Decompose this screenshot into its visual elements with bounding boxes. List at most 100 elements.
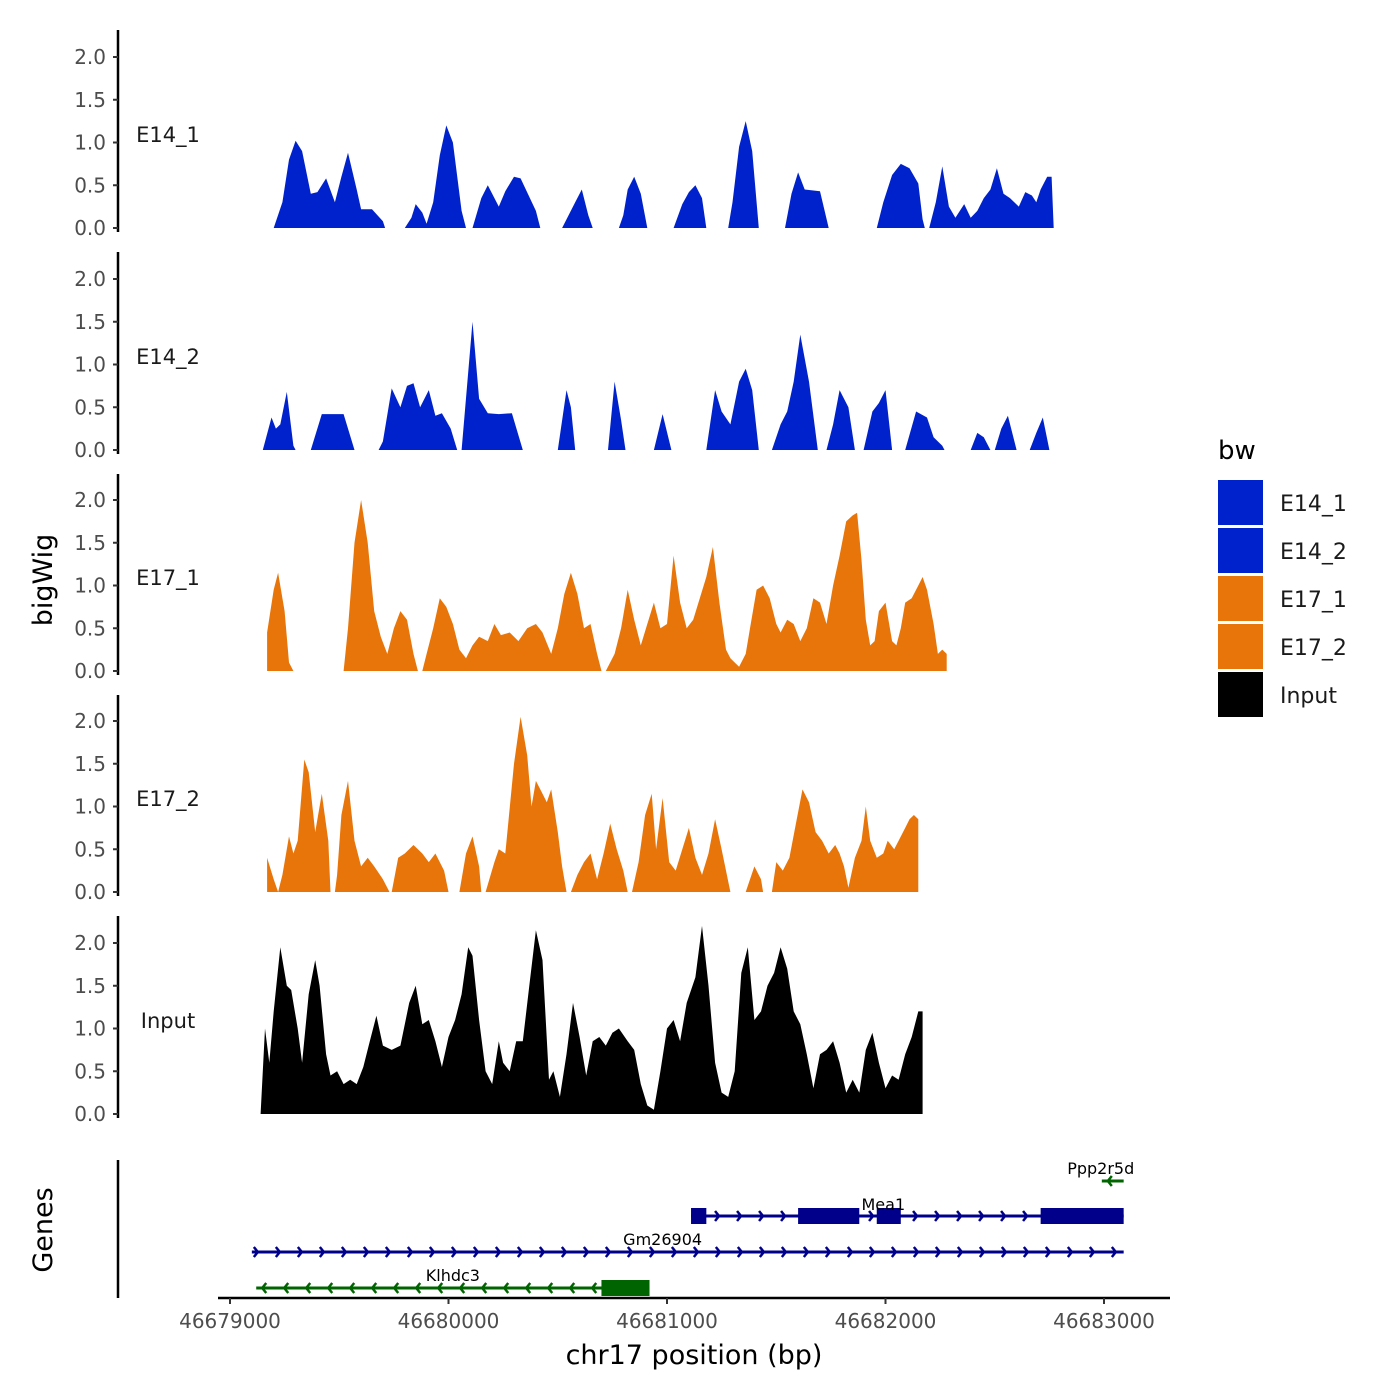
strand-arrow bbox=[956, 1246, 964, 1258]
strand-arrow bbox=[406, 1246, 414, 1258]
strand-arrow bbox=[736, 1246, 744, 1258]
track-Input: 0.0 0.5 1.0 1.5 2.0 Input bbox=[74, 916, 923, 1126]
strand-arrow bbox=[868, 1210, 875, 1222]
strand-arrow bbox=[384, 1246, 392, 1258]
strand-arrow bbox=[502, 1282, 510, 1294]
strand-arrow bbox=[714, 1246, 722, 1258]
exon bbox=[601, 1280, 650, 1296]
y-tick-label: 0.0 bbox=[74, 216, 106, 240]
strand-arrow bbox=[560, 1246, 568, 1258]
strand-arrow bbox=[802, 1246, 810, 1258]
strand-arrow bbox=[780, 1246, 788, 1258]
track-label: E14_2 bbox=[136, 345, 200, 370]
y-tick-label: 0.5 bbox=[74, 1059, 106, 1083]
exon bbox=[798, 1208, 860, 1224]
legend-title: bw bbox=[1218, 436, 1256, 466]
y-tick-label: 0.0 bbox=[74, 659, 106, 683]
strand-arrow bbox=[296, 1246, 304, 1258]
legend-label: E17_1 bbox=[1280, 588, 1347, 613]
strand-arrow bbox=[1088, 1246, 1096, 1258]
strand-arrow bbox=[282, 1282, 290, 1294]
strand-arrow bbox=[326, 1282, 334, 1294]
strand-arrow bbox=[934, 1246, 942, 1258]
coverage-area-E17_1 bbox=[267, 500, 947, 671]
strand-arrow bbox=[318, 1246, 326, 1258]
y-tick-label: 2.0 bbox=[74, 267, 106, 291]
y-tick-label: 2.0 bbox=[74, 488, 106, 512]
coverage-area-E17_2 bbox=[267, 716, 919, 892]
strand-arrow bbox=[714, 1210, 721, 1222]
strand-arrow bbox=[260, 1282, 268, 1294]
strand-arrow bbox=[538, 1246, 546, 1258]
strand-arrow bbox=[978, 1210, 985, 1222]
strand-arrow bbox=[890, 1246, 898, 1258]
strand-arrow bbox=[436, 1282, 444, 1294]
y-axis-title: bigWig bbox=[28, 534, 59, 627]
genes-axis-title: Genes bbox=[28, 1187, 59, 1272]
track-E17_2: 0.0 0.5 1.0 1.5 2.0 E17_2 bbox=[74, 695, 919, 904]
legend: bw E14_1 E14_2 E17_1 E17_2 Input bbox=[1218, 436, 1347, 717]
strand-arrow bbox=[868, 1246, 876, 1258]
coverage-area-Input bbox=[260, 925, 923, 1114]
legend-label: E17_2 bbox=[1280, 636, 1347, 661]
x-tick-label: 46682000 bbox=[835, 1309, 937, 1333]
y-tick-label: 1.5 bbox=[74, 310, 106, 334]
strand-arrow bbox=[824, 1246, 832, 1258]
strand-arrow bbox=[472, 1246, 480, 1258]
strand-arrow bbox=[758, 1246, 766, 1258]
y-tick-label: 0.0 bbox=[74, 1102, 106, 1126]
gene-Gm26904: Gm26904 bbox=[251, 1230, 1124, 1258]
strand-arrow bbox=[370, 1282, 378, 1294]
x-axis-title: chr17 position (bp) bbox=[566, 1340, 823, 1371]
legend-swatch-E14_1 bbox=[1218, 480, 1263, 525]
strand-arrow bbox=[1022, 1246, 1030, 1258]
strand-arrow bbox=[1044, 1246, 1052, 1258]
y-tick-label: 1.5 bbox=[74, 531, 106, 555]
y-tick-label: 0.5 bbox=[74, 837, 106, 861]
strand-arrow bbox=[626, 1246, 634, 1258]
strand-arrow bbox=[568, 1282, 576, 1294]
gene-label: Gm26904 bbox=[623, 1230, 702, 1249]
coverage-area-E14_2 bbox=[262, 321, 1050, 450]
strand-arrow bbox=[274, 1246, 282, 1258]
strand-arrow bbox=[450, 1246, 458, 1258]
x-tick-label: 46681000 bbox=[616, 1309, 718, 1333]
track-label: E17_2 bbox=[136, 787, 200, 812]
track-label: Input bbox=[141, 1009, 195, 1033]
strand-arrow bbox=[252, 1246, 260, 1258]
coverage-area-E14_1 bbox=[273, 121, 1054, 228]
y-tick-label: 0.5 bbox=[74, 395, 106, 419]
gene-Klhdc3: Klhdc3 bbox=[256, 1266, 650, 1296]
gene-label: Ppp2r5d bbox=[1067, 1159, 1134, 1178]
gene-label: Mea1 bbox=[861, 1195, 905, 1214]
strand-arrow bbox=[1022, 1210, 1029, 1222]
y-tick-label: 1.0 bbox=[74, 574, 106, 598]
strand-arrow bbox=[648, 1246, 656, 1258]
y-tick-label: 1.0 bbox=[74, 1017, 106, 1041]
legend-label: Input bbox=[1280, 684, 1337, 709]
track-label: E17_1 bbox=[136, 566, 200, 591]
track-E14_2: 0.0 0.5 1.0 1.5 2.0 E14_2 bbox=[74, 252, 1050, 462]
track-E14_1: 0.0 0.5 1.0 1.5 2.0 E14_1 bbox=[74, 30, 1054, 240]
y-tick-label: 2.0 bbox=[74, 45, 106, 69]
x-tick-label: 46679000 bbox=[179, 1309, 281, 1333]
strand-arrow bbox=[494, 1246, 502, 1258]
strand-arrow bbox=[524, 1282, 532, 1294]
track-label: E14_1 bbox=[136, 123, 200, 148]
legend-swatch-E17_1 bbox=[1218, 576, 1263, 621]
strand-arrow bbox=[458, 1282, 466, 1294]
y-tick-label: 2.0 bbox=[74, 931, 106, 955]
strand-arrow bbox=[304, 1282, 312, 1294]
legend-swatch-E17_2 bbox=[1218, 624, 1263, 669]
strand-arrow bbox=[582, 1246, 590, 1258]
strand-arrow bbox=[428, 1246, 436, 1258]
legend-label: E14_1 bbox=[1280, 492, 1347, 517]
strand-arrow bbox=[912, 1210, 919, 1222]
strand-arrow bbox=[956, 1210, 963, 1222]
strand-arrow bbox=[846, 1246, 854, 1258]
y-tick-label: 0.5 bbox=[74, 616, 106, 640]
legend-swatch-Input bbox=[1218, 672, 1263, 717]
strand-arrow bbox=[670, 1246, 678, 1258]
strand-arrow bbox=[912, 1246, 920, 1258]
